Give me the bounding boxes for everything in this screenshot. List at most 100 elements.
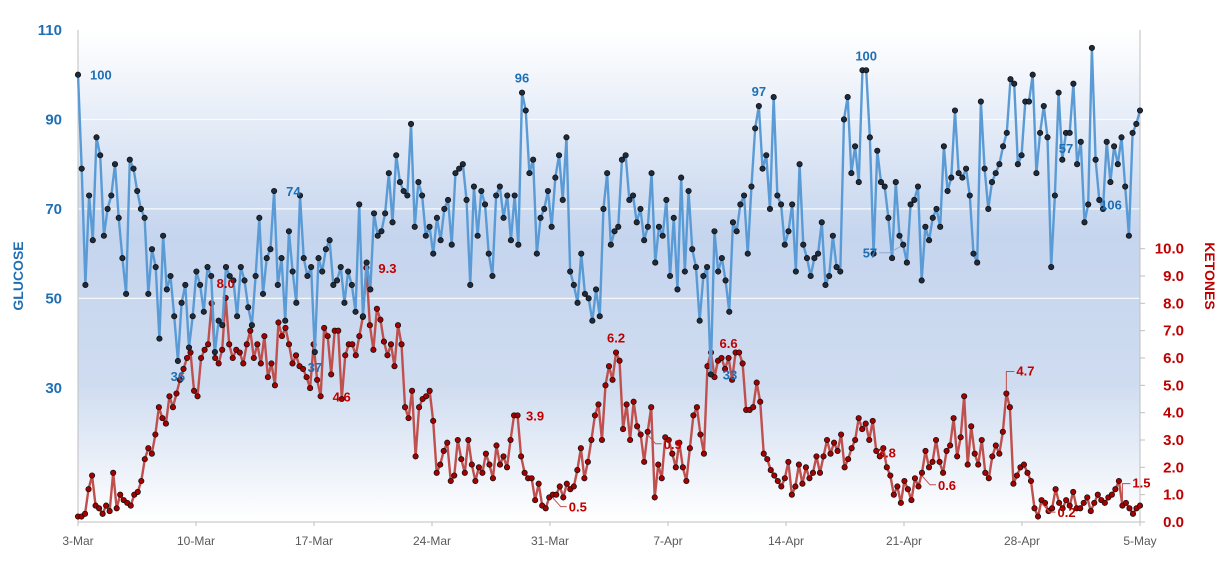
ketones-point [901, 477, 908, 485]
glucose-point [592, 286, 600, 293]
ketones-point [440, 447, 447, 454]
ketones-point [1052, 486, 1059, 493]
glucose-point [870, 250, 877, 257]
glucose-point [911, 196, 918, 204]
glucose-point [363, 259, 370, 266]
ketones-point [961, 393, 968, 400]
ketones-point [113, 505, 120, 512]
x-tick-label: 5-May [1123, 534, 1156, 548]
glucose-point [996, 161, 1003, 168]
ketones-point [426, 387, 433, 394]
ketones-point [651, 494, 658, 501]
glucose-point [263, 255, 270, 262]
y-right-tick-label: 2.0 [1163, 459, 1184, 476]
glucose-point [604, 170, 611, 177]
glucose-point [585, 295, 592, 302]
ketones-point [992, 442, 999, 449]
y-right-tick-label: 6.0 [1163, 350, 1184, 367]
glucose-point [204, 263, 211, 271]
glucose-point [807, 272, 814, 280]
ketones-point [187, 349, 194, 356]
glucose-point [200, 308, 207, 315]
ketones-point [1115, 477, 1122, 485]
glucose-data-label: 37 [308, 360, 322, 375]
glucose-point [966, 192, 973, 199]
ketones-point [968, 423, 975, 430]
ketones-point [159, 415, 166, 422]
glucose-point [955, 170, 962, 177]
ketones-point [859, 426, 866, 433]
glucose-point [522, 107, 529, 114]
ketones-point [356, 333, 363, 340]
ketones-point [985, 475, 992, 482]
ketones-point [820, 453, 827, 460]
ketones-point [739, 360, 746, 367]
ketones-point [605, 363, 613, 370]
ketones-point [577, 445, 584, 452]
glucose-point [259, 290, 267, 297]
ketones-point [1059, 505, 1066, 512]
ketones-point [444, 439, 451, 446]
glucose-point [970, 250, 977, 257]
y-left-tick-label: 110 [38, 22, 62, 39]
ketones-point [616, 357, 623, 364]
ketones-point [911, 475, 918, 482]
glucose-point [852, 143, 859, 150]
ketones-point [412, 453, 419, 460]
ketones-point [925, 464, 933, 471]
ketones-point [736, 349, 743, 356]
ketones-point [1042, 499, 1049, 506]
y-right-tick-label: 4.0 [1163, 405, 1184, 422]
glucose-point [826, 272, 833, 280]
ketones-point [437, 461, 444, 468]
ketones-point [416, 404, 423, 411]
callout-line [921, 475, 936, 486]
ketones-point [908, 497, 915, 504]
ketones-point [162, 420, 169, 427]
glucose-point [755, 102, 762, 110]
ketones-point [669, 450, 676, 457]
glucose-point [981, 165, 988, 172]
glucose-point [907, 201, 914, 208]
ketones-point [658, 475, 665, 482]
glucose-point [182, 281, 189, 289]
ketones-point [278, 333, 286, 340]
glucose-point [448, 241, 455, 248]
ketones-point [465, 436, 472, 444]
ketones-point [106, 508, 113, 515]
glucose-point [274, 281, 281, 289]
ketones-point [254, 341, 261, 348]
glucose-point [951, 107, 959, 114]
glucose-point [885, 214, 892, 221]
ketones-point [528, 475, 535, 482]
glucose-point [1037, 129, 1044, 136]
glucose-point [615, 223, 622, 230]
ketones-point [366, 322, 373, 329]
glucose-point [822, 281, 829, 289]
ketones-point [191, 387, 198, 394]
ketones-point [757, 398, 764, 405]
ketones-point [637, 431, 644, 438]
glucose-point [626, 196, 633, 204]
glucose-point [1033, 170, 1040, 177]
glucose-point [130, 165, 137, 172]
glucose-point [452, 170, 459, 177]
ketones-point [957, 434, 964, 441]
ketones-point [560, 494, 567, 501]
glucose-point [977, 98, 984, 105]
ketones-point [1034, 513, 1042, 520]
glucose-point [215, 317, 222, 324]
glucose-point [685, 187, 692, 195]
ketones-point [894, 483, 901, 490]
glucose-point [992, 170, 999, 177]
ketones-point [303, 374, 310, 381]
ketones-point [922, 447, 929, 454]
ketones-point [1003, 390, 1010, 397]
glucose-point [348, 281, 355, 289]
glucose-point [944, 187, 951, 195]
glucose-point [111, 161, 119, 168]
ketones-point [110, 469, 117, 476]
glucose-point [356, 201, 363, 208]
ketones-point [764, 456, 771, 463]
glucose-point [537, 214, 544, 221]
